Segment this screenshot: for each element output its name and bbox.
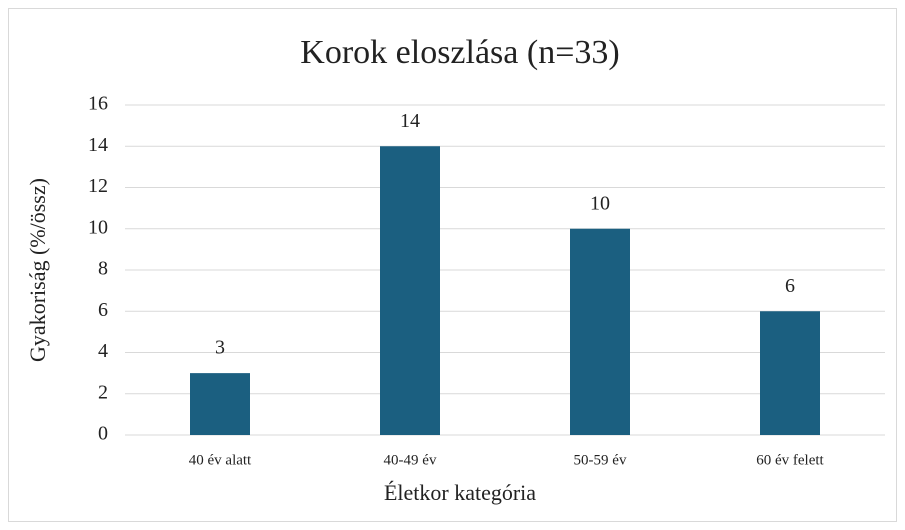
y-tick-label: 14 [88, 134, 108, 156]
x-tick-label: 40 év alatt [189, 452, 252, 468]
y-tick-label: 0 [98, 423, 108, 445]
bar [570, 228, 630, 435]
y-tick-label: 12 [88, 175, 108, 197]
data-label: 14 [400, 110, 420, 132]
data-label: 6 [785, 275, 795, 297]
y-tick-label: 4 [98, 340, 108, 362]
chart-border [8, 8, 897, 522]
y-axis-label: Gyakoriság (%/össz) [25, 178, 50, 362]
bar [380, 146, 440, 435]
y-tick-label: 2 [98, 381, 108, 403]
y-tick-label: 6 [98, 299, 108, 321]
y-tick-label: 16 [88, 93, 108, 115]
chart-title: Korok eloszlása (n=33) [300, 34, 619, 71]
y-tick-label: 10 [88, 216, 108, 238]
y-tick-label: 8 [98, 258, 108, 280]
x-tick-label: 60 év felett [756, 452, 824, 468]
x-tick-label: 40-49 év [384, 452, 437, 468]
bar [760, 311, 820, 435]
data-label: 3 [215, 337, 225, 359]
x-axis-label: Életkor kategória [384, 480, 536, 505]
x-tick-label: 50-59 év [574, 452, 627, 468]
data-label: 10 [590, 192, 610, 214]
bar [190, 373, 250, 435]
